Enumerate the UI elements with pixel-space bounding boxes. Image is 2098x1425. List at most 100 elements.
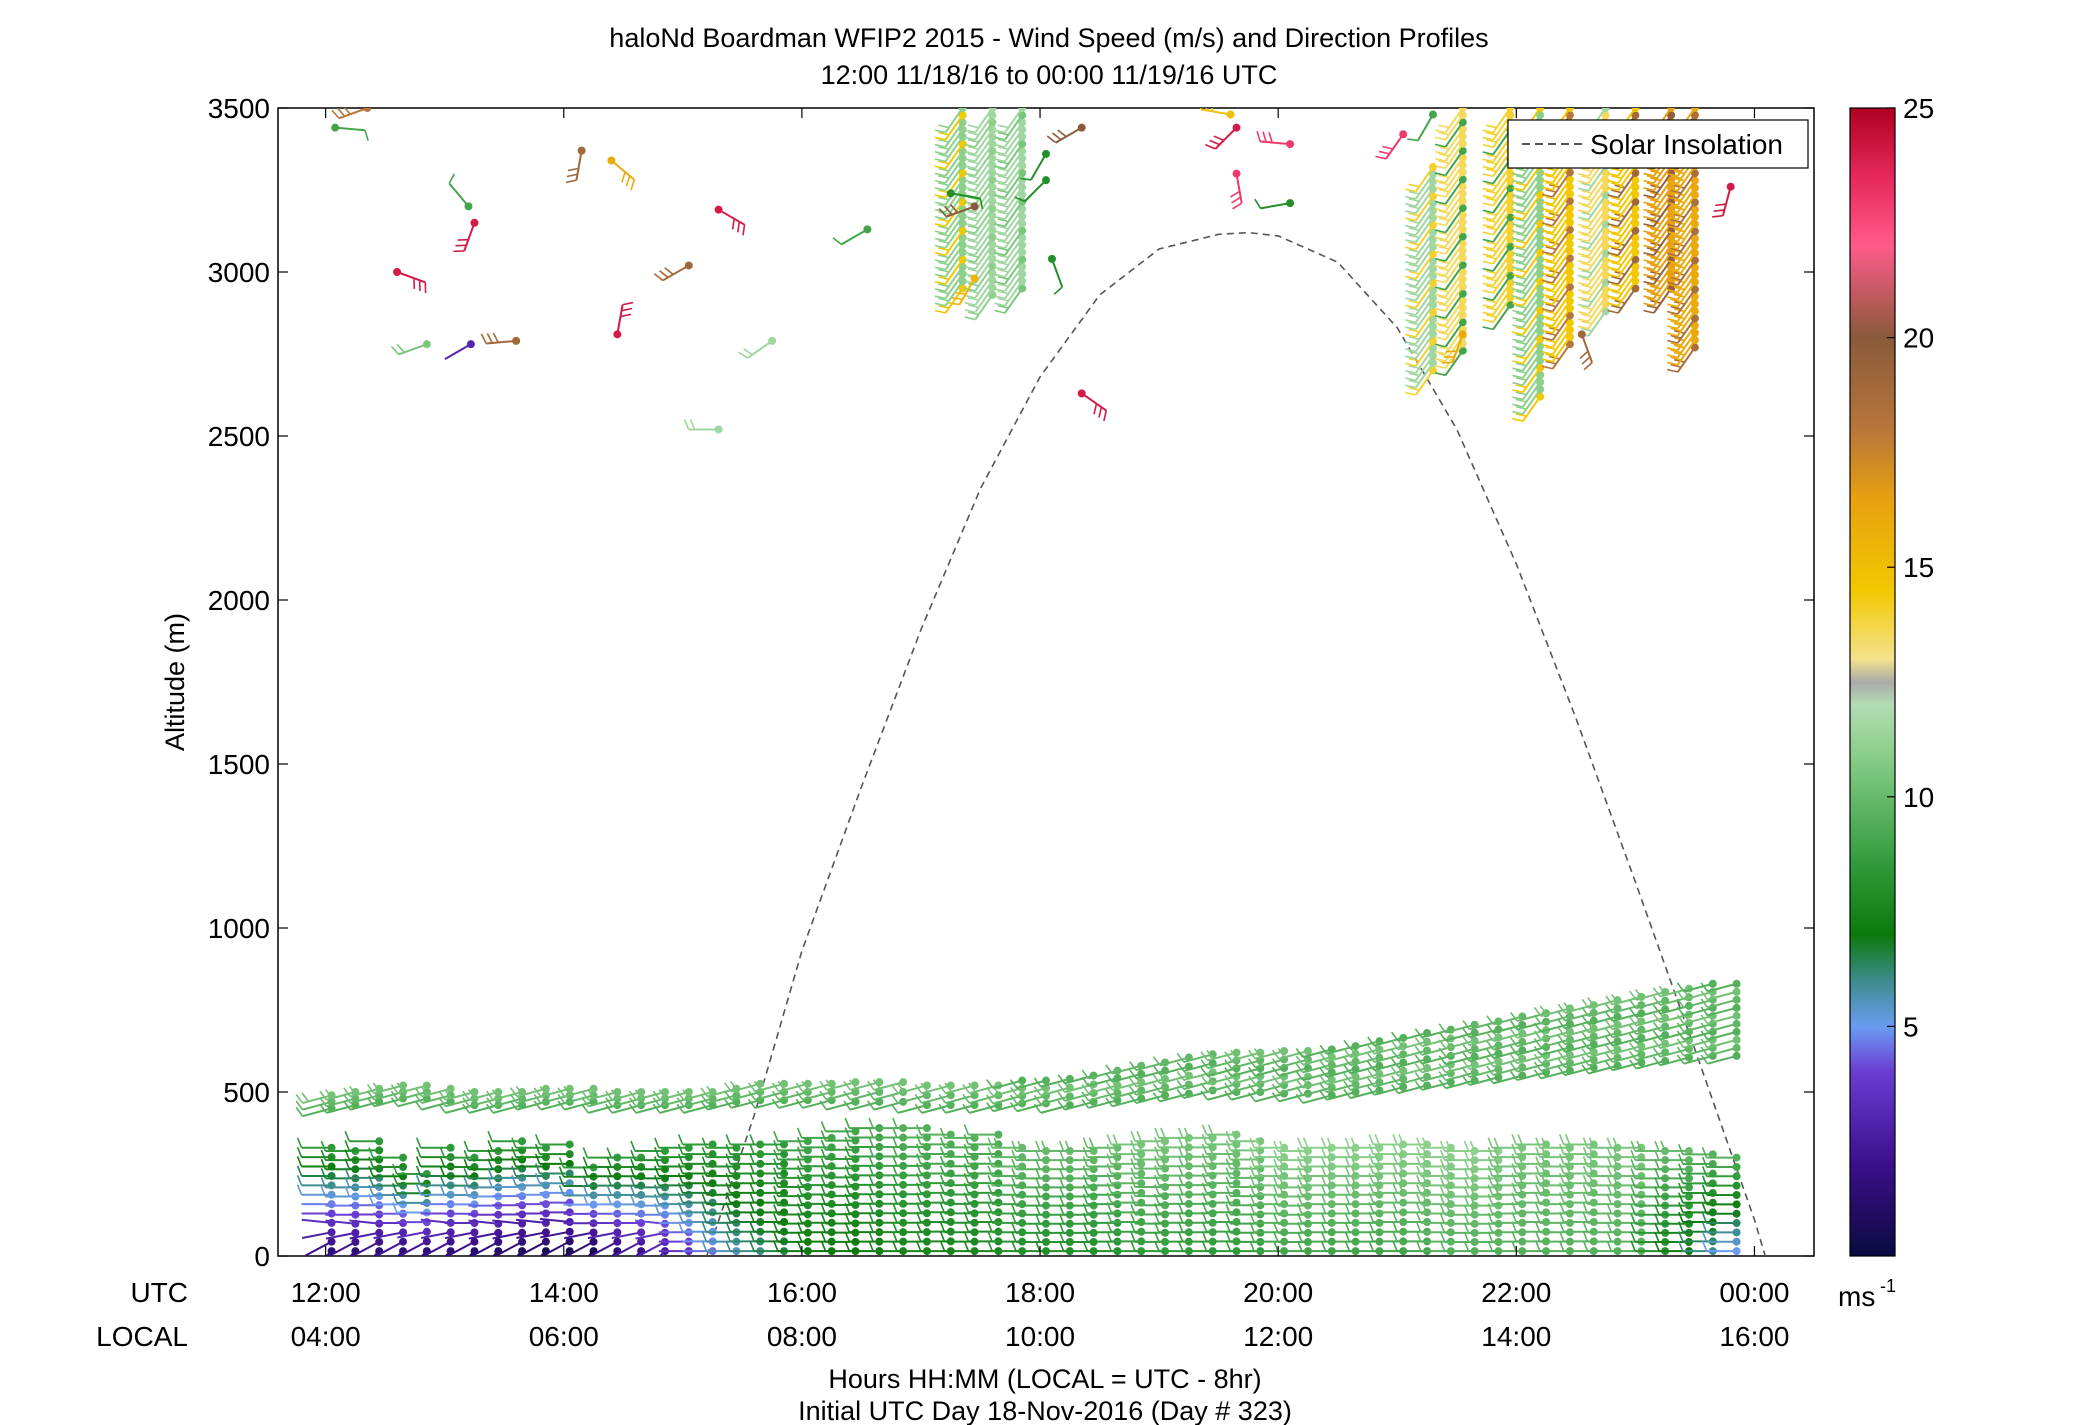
barb-dot — [1280, 1209, 1289, 1218]
barb-flag — [630, 1195, 636, 1206]
barb-flag — [1106, 1211, 1112, 1223]
barb-shaft — [399, 1240, 428, 1256]
barb-flag — [1152, 1065, 1161, 1075]
barb-flag — [1009, 1094, 1018, 1105]
barb-flag — [1035, 1149, 1041, 1161]
surface-barb — [749, 1143, 789, 1159]
barb-flag — [366, 1097, 375, 1107]
barb-flag — [1130, 1185, 1136, 1197]
barb-flag — [415, 1137, 422, 1149]
surface-barb — [563, 1228, 598, 1240]
barb-flag — [868, 1240, 874, 1252]
barb-shaft — [542, 1240, 571, 1256]
barb-shaft — [707, 1094, 737, 1105]
barb-dot — [375, 1192, 384, 1201]
barb-dot — [541, 1190, 550, 1199]
barb-dot — [732, 1209, 741, 1218]
barb-shaft — [328, 1241, 356, 1256]
barb-dot — [970, 1143, 979, 1152]
barb-flag — [420, 1085, 429, 1096]
barb-flag — [700, 1100, 709, 1111]
barb-flag — [1082, 1184, 1089, 1196]
barb-flag — [796, 1165, 803, 1176]
barb-flag — [677, 1153, 684, 1165]
barb-flag — [1160, 1127, 1166, 1139]
barb-flag — [372, 1082, 381, 1093]
barb-shaft — [1135, 1086, 1166, 1096]
barb-flag — [843, 1080, 851, 1091]
barb-flag — [1011, 1186, 1017, 1197]
barb-flag — [892, 1146, 898, 1157]
surface-barb — [468, 1228, 503, 1240]
barb-dot — [470, 1237, 479, 1246]
barb-flag — [795, 1098, 804, 1109]
barb-dot — [946, 1188, 955, 1197]
surface-barb — [1130, 1130, 1170, 1146]
barb-shaft — [468, 1219, 499, 1225]
barb-flag — [1017, 1140, 1023, 1152]
barb-flag — [1035, 1231, 1041, 1243]
barb-flag — [439, 1184, 446, 1196]
surface-barb — [1201, 1182, 1241, 1197]
barb-flag — [652, 1090, 661, 1101]
barb-shaft — [349, 1094, 380, 1105]
barb-flag — [296, 1146, 303, 1158]
barb-flag — [843, 1100, 851, 1111]
barb-flag — [892, 1165, 898, 1176]
barb-dot — [1494, 1201, 1503, 1210]
barb-flag — [533, 1093, 542, 1104]
barb-dot — [518, 1237, 527, 1246]
barb-flag — [1130, 1222, 1136, 1234]
barb-flag — [868, 1193, 874, 1205]
barb-dot — [1208, 1059, 1217, 1068]
barb-flag — [366, 1090, 375, 1101]
barb-flag — [319, 1097, 328, 1107]
barb-shaft — [921, 1104, 952, 1114]
barb-flag — [820, 1121, 827, 1132]
barb-shaft — [802, 1082, 832, 1093]
barb-flag — [963, 1134, 970, 1145]
barb-flag — [628, 1097, 637, 1107]
barb-flag — [820, 1222, 827, 1233]
barb-shaft — [921, 1084, 952, 1095]
barb-dot — [422, 1189, 431, 1198]
barb-flag — [1058, 1177, 1065, 1188]
barb-flag — [487, 1140, 493, 1151]
barb-flag — [1130, 1130, 1136, 1142]
barb-shaft — [1159, 1056, 1190, 1067]
barb-dot — [899, 1078, 908, 1087]
upper-layer-barb — [986, 1076, 1027, 1090]
barb-flag — [1058, 1149, 1065, 1161]
barb-shaft — [373, 1084, 404, 1095]
barb-flag — [581, 1097, 590, 1107]
barb-flag — [939, 1174, 946, 1186]
barb-flag — [1011, 1195, 1017, 1206]
barb-dot — [589, 1084, 598, 1093]
barb-dot — [780, 1218, 789, 1227]
barb-flag — [749, 1153, 755, 1165]
barb-flag — [344, 1176, 350, 1188]
upper-layer-barb — [1081, 1096, 1122, 1109]
barb-dot — [565, 1237, 574, 1246]
barb-flag — [438, 1103, 447, 1114]
barb-flag — [1128, 1061, 1137, 1071]
barb-flag — [344, 1158, 350, 1169]
barb-flag — [463, 1158, 470, 1170]
barb-flag — [1082, 1146, 1089, 1158]
barb-flag — [1128, 1085, 1137, 1096]
barb-flag — [868, 1136, 874, 1148]
barb-flag — [677, 1192, 684, 1203]
barb-flag — [820, 1194, 827, 1206]
barb-flag — [1057, 1091, 1066, 1102]
barb-flag — [463, 1177, 470, 1188]
surface-barb — [916, 1124, 955, 1139]
barb-flag — [463, 1140, 470, 1152]
barb-shaft — [373, 1231, 404, 1240]
barb-flag — [701, 1231, 708, 1242]
barb-dot — [637, 1200, 646, 1209]
barb-dot — [1137, 1188, 1146, 1197]
barb-dot — [851, 1127, 860, 1136]
barb-shaft — [778, 1082, 809, 1093]
barb-dot — [518, 1192, 527, 1201]
barb-flag — [463, 1149, 470, 1161]
